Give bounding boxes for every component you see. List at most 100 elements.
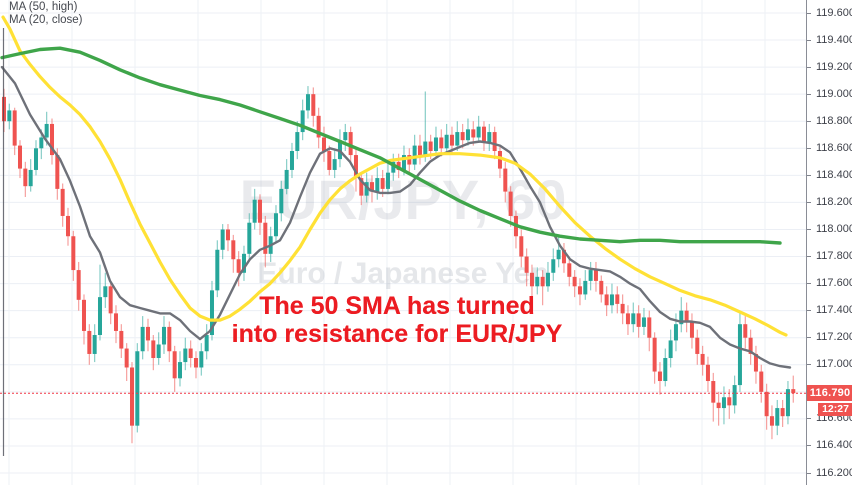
candle-body <box>279 188 284 214</box>
last-price-badge: 116.790 <box>807 385 852 402</box>
axis-tick <box>807 147 811 149</box>
candle-body <box>33 148 38 170</box>
candle-body <box>609 294 614 306</box>
candle-body <box>535 276 540 287</box>
price-axis[interactable]: 119.600 119.400 119.200 119.000 118.800 118.6… <box>806 0 852 485</box>
axis-tick <box>807 418 811 420</box>
candle-body <box>76 270 81 300</box>
candle-body <box>476 126 481 138</box>
candle-body <box>151 340 156 359</box>
candle-body <box>247 222 252 254</box>
candle-body <box>439 137 444 149</box>
candle-body <box>556 249 561 260</box>
axis-tick <box>807 337 811 339</box>
candle-body <box>449 134 454 146</box>
candle-body <box>631 313 636 325</box>
axis-price-label: 119.200 <box>816 60 852 73</box>
candle-body <box>433 137 438 152</box>
axis-price-label: 116.200 <box>816 466 852 479</box>
candle-body <box>225 229 230 241</box>
candle-body <box>593 270 598 281</box>
candle-body <box>369 182 374 192</box>
candle-body <box>471 129 476 138</box>
candle-body <box>791 389 796 394</box>
candle-body <box>295 132 300 152</box>
axis-price-label: 117.800 <box>816 250 852 263</box>
candle-body <box>108 286 113 314</box>
axis-tick <box>807 228 811 230</box>
candle-body <box>87 330 92 354</box>
axis-price-label: 117.600 <box>816 277 852 290</box>
candle-body <box>343 132 348 141</box>
candle-body <box>23 168 28 187</box>
candle-body <box>156 344 161 359</box>
candle-body <box>769 416 774 426</box>
candle-body <box>743 324 748 338</box>
candle-body <box>124 348 129 368</box>
annotation-line2: into resistance for EUR/JPY <box>231 320 563 348</box>
candle-body <box>199 351 204 368</box>
legend-ma20[interactable]: MA (20, close) <box>9 14 83 26</box>
candle-body <box>44 123 49 138</box>
candle-body <box>492 132 497 152</box>
candle-body <box>321 137 326 152</box>
candle-body <box>561 249 566 264</box>
axis-tick <box>807 472 811 474</box>
axis-price-label: 119.400 <box>816 33 852 46</box>
candle-body <box>49 123 54 156</box>
watermark-symbol-name: Euro / Japanese Yen <box>257 257 548 290</box>
candle-body <box>385 172 390 189</box>
candle-body <box>167 326 172 352</box>
axis-tick <box>807 364 811 366</box>
candle-body <box>145 326 150 341</box>
indicator-legend: MA (50, high) MA (20, close) <box>9 1 83 27</box>
candle-body <box>161 326 166 345</box>
candle-body <box>39 137 44 149</box>
candle-body <box>727 397 732 406</box>
candle-body <box>332 159 337 170</box>
candle-body <box>92 335 97 354</box>
candle-body <box>583 280 588 295</box>
axis-tick <box>807 310 811 312</box>
candle-body <box>508 191 513 216</box>
axis-tick <box>807 12 811 14</box>
candle-body <box>396 161 401 170</box>
candle-body <box>785 389 790 417</box>
axis-price-label: 117.400 <box>816 304 852 317</box>
ma_50_high-line <box>1 15 788 337</box>
candle-body <box>7 110 12 122</box>
candle-body <box>551 259 556 273</box>
candle-body <box>668 340 673 359</box>
axis-price-label: 119.600 <box>816 6 852 19</box>
candle-body <box>673 324 678 341</box>
candle-body <box>748 337 753 354</box>
candle-body <box>732 385 737 406</box>
candle-body <box>183 348 188 363</box>
candle-body <box>503 168 508 192</box>
candle-body <box>487 132 492 143</box>
candle-body <box>455 132 460 146</box>
candle-body <box>305 94 310 111</box>
candle-body <box>353 155 358 179</box>
candle-body <box>604 294 609 306</box>
candle-body <box>599 280 604 295</box>
candle-body <box>524 256 529 273</box>
candle-body <box>177 362 182 379</box>
candle-body <box>764 391 769 417</box>
candle-body <box>337 140 342 160</box>
candle-body <box>113 313 118 331</box>
analyst-annotation: The 50 SMA has turned into resistance fo… <box>232 292 563 348</box>
candle-body <box>284 169 289 189</box>
legend-ma50[interactable]: MA (50, high) <box>9 1 78 13</box>
candle-body <box>721 397 726 409</box>
candle-body <box>348 132 353 156</box>
candle-body <box>28 169 33 187</box>
axis-price-label: 117.000 <box>816 358 852 371</box>
axis-tick <box>807 256 811 258</box>
candle-body <box>577 286 582 295</box>
candle-body <box>636 313 641 327</box>
axis-price-label: 118.800 <box>816 114 852 127</box>
candle-body <box>759 371 764 392</box>
